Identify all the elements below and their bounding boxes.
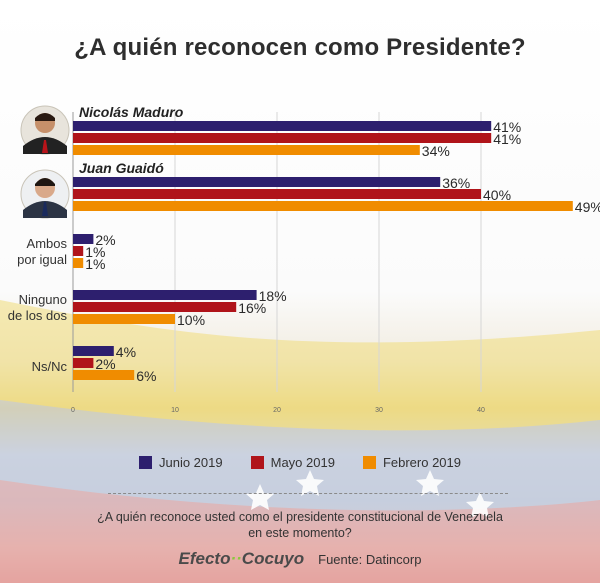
value-label: 41% [493,119,521,135]
legend-swatch-febrero [362,456,376,469]
flag-star-icon [466,492,494,518]
x-tick-label: 40 [477,407,485,414]
value-label: 36% [442,175,470,191]
bar-febrero [73,258,84,268]
bar-mayo [73,133,492,143]
x-tick-label: 0 [71,407,75,414]
brand-logo: Efecto··Cocuyo [179,549,305,569]
bar-junio [73,346,114,356]
flag-star-icon [296,470,324,496]
value-label: 10% [177,312,205,328]
brand-dots: ·· [230,549,242,568]
bar-mayo [73,358,94,368]
value-label: 16% [238,300,266,316]
bar-febrero [73,370,135,380]
source-credit: Fuente: Datincorp [318,552,422,567]
survey-question: ¿A quién reconoce usted como el presiden… [97,510,503,540]
brand-name-part2: Cocuyo [241,549,305,568]
value-label: 18% [259,288,287,304]
guaido-avatar [20,169,70,219]
value-label: 1% [85,256,105,272]
legend: Junio 2019 Mayo 2019 Febrero 2019 [0,455,600,470]
flag-star-icon [246,484,274,510]
category-label: Ns/Nc [32,359,68,374]
x-tick-label: 30 [375,407,383,414]
value-label: 49% [575,199,600,215]
value-label: 6% [136,368,156,384]
legend-item-febrero: Febrero 2019 [362,455,461,470]
chart-title: ¿A quién reconocen como Presidente? [74,34,526,61]
value-label: 40% [483,187,511,203]
legend-label-febrero: Febrero 2019 [382,455,461,470]
category-label: Ambos por igual [17,236,67,267]
bar-mayo [73,302,237,312]
bar-junio [73,290,257,300]
category-label: Juan Guaidó [79,160,164,176]
brand-name-part1: Efecto [178,549,231,568]
legend-swatch-mayo [250,456,264,469]
divider [108,493,508,494]
bar-febrero [73,201,573,211]
bar-febrero [73,145,420,155]
bar-junio [73,121,492,131]
legend-item-junio: Junio 2019 [138,455,223,470]
value-label: 1% [85,244,105,260]
legend-label-mayo: Mayo 2019 [270,455,335,470]
legend-swatch-junio [138,456,152,469]
legend-item-mayo: Mayo 2019 [250,455,335,470]
bar-junio [73,177,441,187]
legend-label-junio: Junio 2019 [158,455,223,470]
x-tick-label: 10 [171,407,179,414]
maduro-avatar [20,105,70,155]
footer: Efecto··Cocuyo Fuente: Datincorp [0,549,600,569]
bar-febrero [73,314,175,324]
bar-mayo [73,189,481,199]
x-tick-label: 20 [273,407,281,414]
value-label: 4% [116,344,136,360]
category-label: Nicolás Maduro [79,104,184,120]
value-label: 34% [422,143,450,159]
bar-mayo [73,246,84,256]
category-label: Ninguno de los dos [8,292,68,323]
bar-junio [73,234,94,244]
value-label: 2% [95,232,115,248]
value-label: 41% [493,131,521,147]
flag-star-icon [416,470,444,496]
value-label: 2% [95,356,115,372]
